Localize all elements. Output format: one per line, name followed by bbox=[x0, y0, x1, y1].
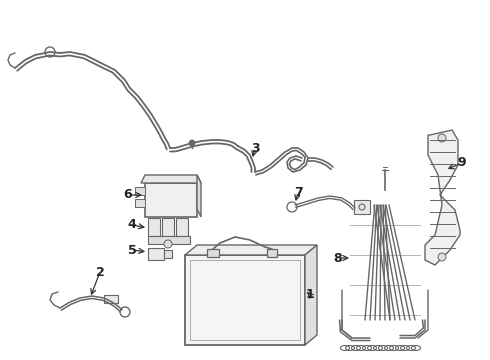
Polygon shape bbox=[197, 175, 201, 217]
Bar bbox=[135, 199, 145, 207]
Text: 8: 8 bbox=[334, 252, 343, 265]
Bar bbox=[148, 248, 164, 260]
Text: 7: 7 bbox=[294, 185, 302, 198]
Bar bbox=[135, 187, 145, 195]
Text: 1: 1 bbox=[306, 288, 315, 302]
Bar bbox=[185, 255, 305, 345]
Text: 2: 2 bbox=[96, 266, 104, 279]
Bar bbox=[148, 218, 160, 236]
Bar bbox=[354, 200, 370, 214]
Bar bbox=[162, 218, 174, 236]
FancyBboxPatch shape bbox=[145, 183, 197, 217]
Bar bbox=[190, 260, 300, 340]
Text: 6: 6 bbox=[123, 189, 132, 202]
Bar bbox=[148, 236, 190, 244]
Polygon shape bbox=[185, 245, 317, 255]
Bar bbox=[104, 295, 118, 303]
Polygon shape bbox=[425, 130, 460, 265]
Polygon shape bbox=[305, 245, 317, 345]
Text: 9: 9 bbox=[458, 157, 466, 170]
Circle shape bbox=[438, 253, 446, 261]
Circle shape bbox=[164, 240, 172, 248]
Bar bbox=[267, 249, 277, 257]
Polygon shape bbox=[141, 175, 201, 183]
Bar bbox=[207, 249, 219, 257]
Circle shape bbox=[438, 134, 446, 142]
Text: 5: 5 bbox=[127, 243, 136, 256]
Text: 4: 4 bbox=[127, 219, 136, 231]
Bar bbox=[176, 218, 188, 236]
Bar bbox=[164, 250, 172, 258]
Circle shape bbox=[189, 140, 195, 146]
Text: 3: 3 bbox=[251, 141, 259, 154]
